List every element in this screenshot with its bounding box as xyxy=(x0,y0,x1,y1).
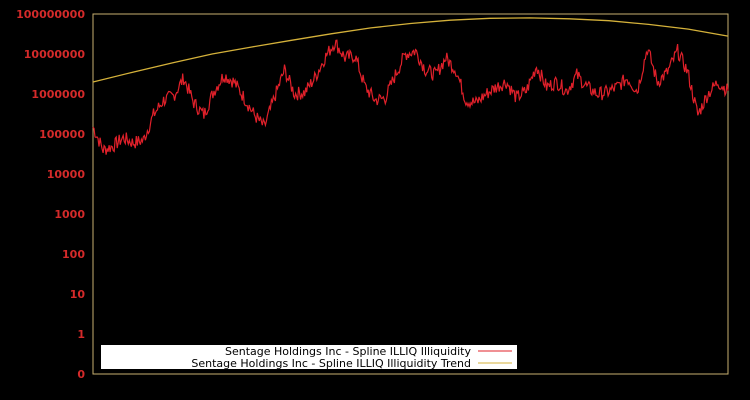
y-tick-label: 10000000 xyxy=(24,48,86,61)
y-tick-label: 100000000 xyxy=(16,8,85,21)
plot-frame xyxy=(92,13,729,375)
legend: Sentage Holdings Inc - Spline ILLIQ Illi… xyxy=(101,345,517,370)
y-axis-ticks: 1000000001000000010000001000001000010001… xyxy=(16,8,85,381)
y-tick-label: 1000000 xyxy=(31,88,85,101)
legend-label-series: Sentage Holdings Inc - Spline ILLIQ Illi… xyxy=(225,345,472,358)
y-tick-label: 1000 xyxy=(54,208,85,221)
illiquidity-line xyxy=(92,39,729,155)
y-tick-label: 0 xyxy=(77,368,85,381)
legend-label-trend: Sentage Holdings Inc - Spline ILLIQ Illi… xyxy=(191,357,471,370)
y-tick-label: 10 xyxy=(70,288,86,301)
y-tick-label: 100 xyxy=(62,248,85,261)
y-tick-label: 10000 xyxy=(47,168,86,181)
trend-line xyxy=(92,17,729,83)
y-tick-label: 1 xyxy=(77,328,85,341)
legend-box xyxy=(101,345,517,369)
y-tick-label: 100000 xyxy=(39,128,85,141)
